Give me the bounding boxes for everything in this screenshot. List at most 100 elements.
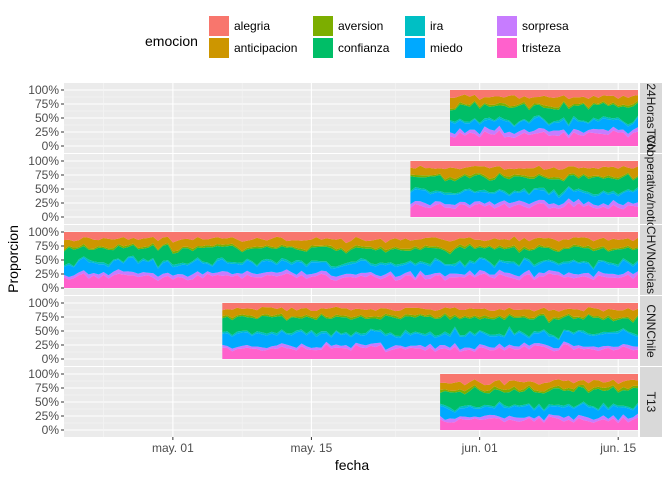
facet-strip-label: 24HorasTVN	[644, 83, 658, 152]
legend-key-alegria	[209, 16, 229, 36]
legend-label-miedo: miedo	[430, 41, 463, 55]
y-tick-label: 50%	[35, 182, 59, 196]
area-tristeza	[440, 416, 638, 430]
area-anticipacion	[450, 94, 638, 109]
y-axis: 0%25%50%75%100%	[28, 154, 64, 224]
x-tick-label: may. 15	[291, 441, 333, 455]
area-sorpresa	[450, 125, 638, 139]
area-confianza	[64, 244, 638, 269]
y-tick-label: 0%	[42, 423, 60, 437]
area-alegria	[440, 374, 638, 386]
facet-strip-label: CNNChile	[644, 304, 658, 358]
area-alegria	[222, 303, 639, 312]
legend-key-anticipacion	[209, 38, 229, 58]
facet-strip-background	[640, 154, 662, 224]
area-alegria	[410, 161, 638, 170]
y-axis: 0%25%50%75%100%	[28, 225, 64, 295]
area-miedo	[64, 257, 638, 278]
area-aversion	[222, 313, 639, 323]
y-tick-label: 25%	[35, 267, 59, 281]
facet-strip-background	[640, 83, 662, 153]
area-miedo	[222, 328, 639, 350]
area-sorpresa	[410, 198, 638, 210]
y-tick-label: 50%	[35, 111, 59, 125]
area-alegria	[450, 90, 638, 100]
y-axis-title: Proporcion	[5, 225, 21, 293]
stacked-areas	[450, 90, 638, 146]
legend-item-miedo: miedo	[405, 38, 463, 58]
legend-label-anticipacion: anticipacion	[234, 41, 297, 55]
y-tick-label: 25%	[35, 125, 59, 139]
y-tick-label: 75%	[35, 310, 59, 324]
facet-strip: CHVNoticias	[640, 225, 662, 295]
panels: 24HorasTVN0%25%50%75%100%Cooperativa/not…	[28, 83, 662, 437]
y-tick-label: 75%	[35, 168, 59, 182]
stacked-areas	[440, 374, 638, 430]
legend-item-anticipacion: anticipacion	[209, 38, 297, 58]
y-tick-label: 75%	[35, 239, 59, 253]
facet-strip-label: Cooperativa/noticias	[644, 135, 658, 244]
y-tick-label: 100%	[28, 367, 59, 381]
x-axis-title: fecha	[335, 457, 369, 473]
facet-strip: CNNChile	[640, 296, 662, 366]
area-tristeza	[222, 344, 639, 359]
y-tick-label: 25%	[35, 196, 59, 210]
legend: emocion alegria anticipacion aversion confi…	[145, 16, 569, 58]
y-tick-label: 100%	[28, 83, 59, 97]
area-alegria	[64, 232, 638, 244]
legend-label-alegria: alegria	[234, 19, 270, 33]
area-ira	[410, 186, 638, 198]
panel-2: CHVNoticias 0%25%50%75%100%	[28, 225, 662, 295]
legend-label-sorpresa: sorpresa	[522, 19, 569, 33]
legend-key-miedo	[405, 38, 425, 58]
panel-0: 24HorasTVN 0%25%50%75%100%	[28, 83, 662, 153]
legend-item-aversion: aversion	[313, 16, 383, 36]
area-aversion	[450, 100, 638, 111]
legend-key-confianza	[313, 38, 333, 58]
legend-key-aversion	[313, 16, 333, 36]
legend-label-tristeza: tristeza	[522, 41, 561, 55]
area-tristeza	[64, 273, 638, 288]
y-tick-label: 0%	[42, 281, 60, 295]
facet-strip: T13	[640, 367, 662, 437]
legend-key-sorpresa	[497, 16, 517, 36]
area-confianza	[410, 173, 638, 196]
legend-title: emocion	[145, 33, 198, 49]
area-confianza	[440, 386, 638, 411]
facet-strip-background	[640, 296, 662, 366]
stacked-areas	[64, 232, 638, 288]
y-tick-label: 50%	[35, 395, 59, 409]
y-tick-label: 50%	[35, 324, 59, 338]
area-ira	[222, 326, 639, 341]
facet-strip: 24HorasTVN	[640, 83, 662, 153]
x-tick-label: jun. 01	[461, 441, 498, 455]
y-tick-label: 50%	[35, 253, 59, 267]
area-anticipacion	[64, 236, 638, 252]
area-anticipacion	[440, 379, 638, 392]
area-aversion	[440, 384, 638, 395]
area-tristeza	[410, 202, 638, 217]
legend-item-sorpresa: sorpresa	[497, 16, 569, 36]
area-ira	[64, 255, 638, 270]
legend-key-ira	[405, 16, 425, 36]
legend-item-ira: ira	[405, 16, 444, 36]
legend-item-alegria: alegria	[209, 16, 270, 36]
facet-strip: Cooperativa/noticias	[640, 135, 662, 244]
legend-label-aversion: aversion	[338, 19, 383, 33]
y-tick-label: 75%	[35, 97, 59, 111]
facet-strip-label: T13	[644, 392, 658, 413]
y-tick-label: 100%	[28, 296, 59, 310]
y-axis: 0%25%50%75%100%	[28, 367, 64, 437]
legend-key-tristeza	[497, 38, 517, 58]
facet-strip-label: CHVNoticias	[644, 226, 658, 294]
area-confianza	[222, 314, 639, 339]
legend-item-confianza: confianza	[313, 38, 390, 58]
area-aversion	[410, 172, 638, 182]
y-tick-label: 25%	[35, 338, 59, 352]
area-anticipacion	[222, 306, 639, 322]
y-tick-label: 25%	[35, 409, 59, 423]
facet-strip-background	[640, 225, 662, 295]
y-tick-label: 0%	[42, 210, 60, 224]
stacked-areas	[222, 303, 639, 359]
